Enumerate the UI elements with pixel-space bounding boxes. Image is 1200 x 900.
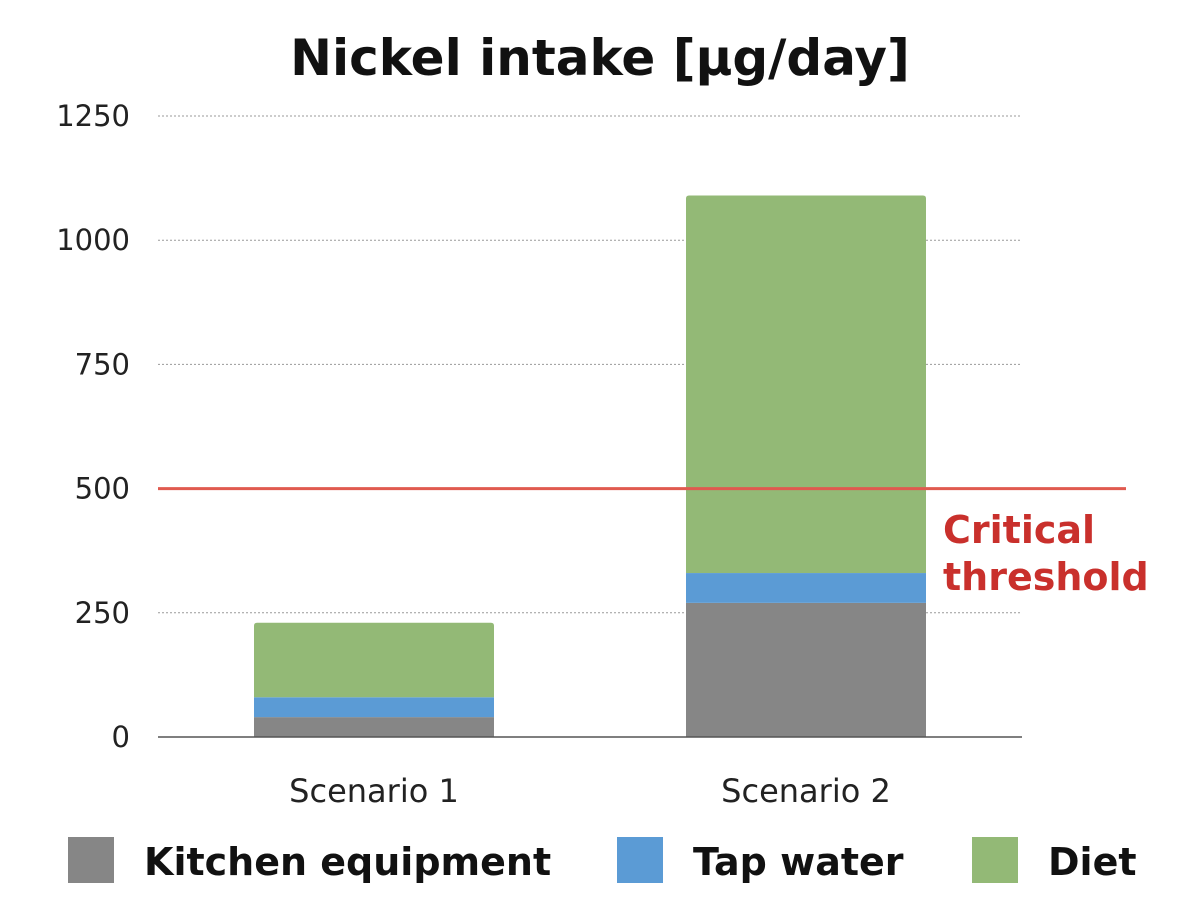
y-tick-label: 750 — [75, 347, 130, 381]
bar-segment-kitchen-equipment — [254, 717, 494, 737]
bars — [254, 195, 926, 737]
legend-swatch — [972, 837, 1018, 883]
y-tick-label: 1250 — [56, 99, 130, 133]
threshold-annotation: Critical — [943, 508, 1095, 552]
y-tick-label: 1000 — [56, 223, 130, 257]
legend-label: Diet — [1048, 840, 1137, 884]
legend-label: Tap water — [693, 840, 904, 884]
bar-segment-kitchen-equipment — [686, 602, 926, 737]
legend: Kitchen equipment Tap water Diet — [68, 837, 1137, 884]
chart-title: Nickel intake [µg/day] — [290, 29, 910, 87]
y-tick-label: 500 — [75, 472, 130, 506]
bar-segment-tap-water — [254, 697, 494, 718]
x-category-label: Scenario 1 — [289, 772, 459, 810]
legend-swatch — [68, 837, 114, 883]
x-category-label: Scenario 2 — [721, 772, 891, 810]
threshold-annotation: threshold — [943, 555, 1149, 599]
y-axis-ticks: 0 250 500 750 1000 1250 — [56, 99, 130, 754]
legend-label: Kitchen equipment — [144, 840, 551, 884]
bar-segment-diet — [254, 622, 494, 698]
y-tick-label: 0 — [112, 720, 130, 754]
y-tick-label: 250 — [75, 596, 130, 630]
bar-segment-diet — [686, 195, 926, 574]
bar-segment-tap-water — [686, 573, 926, 603]
x-axis-labels: Scenario 1 Scenario 2 — [289, 772, 891, 810]
legend-swatch — [617, 837, 663, 883]
